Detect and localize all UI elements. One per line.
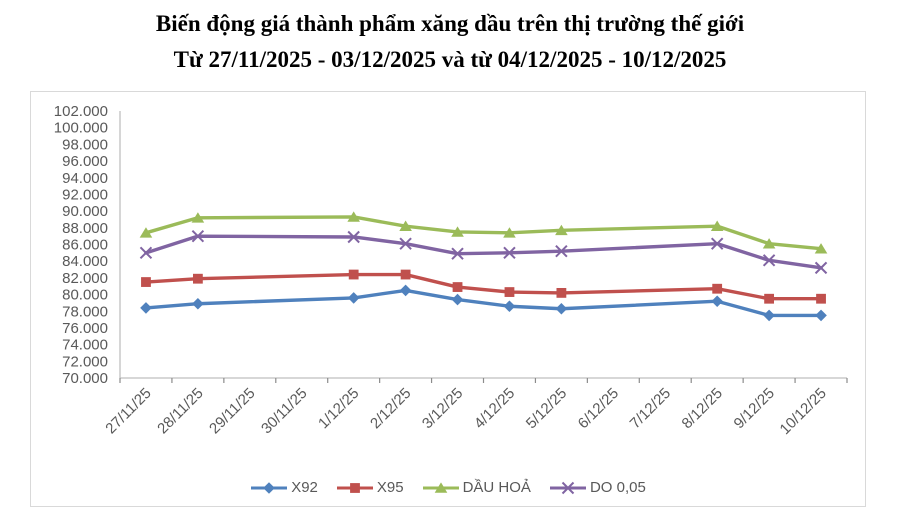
data-point-marker-x92	[399, 284, 412, 297]
data-point-marker-legend-d-u-ho-	[434, 481, 447, 493]
chart-container: 102.000 100.000 98.000 96.000 94.000 92.000 90…	[30, 91, 866, 507]
legend-marker-x92	[251, 481, 288, 494]
x-axis-tick-label: 7/12/25	[627, 385, 674, 432]
y-axis-tick-label: 82.000	[62, 270, 108, 287]
x-axis-tick-label: 8/12/25	[679, 385, 726, 432]
data-point-marker-do-0-05	[503, 246, 516, 260]
data-point-marker-x92	[555, 302, 568, 315]
data-point-marker-x95	[141, 277, 151, 287]
x-axis-tick-label: 30/11/25	[258, 385, 311, 438]
data-point-marker-x95	[400, 269, 411, 280]
data-point-marker-do-0-05	[762, 254, 776, 267]
data-point-marker-d-u-ho-	[503, 227, 516, 238]
y-axis-tick-label: 78.000	[62, 303, 108, 320]
y-axis-tick-label: 74.000	[62, 337, 108, 354]
legend-item-x92: X92	[250, 479, 318, 496]
data-point-marker-x92	[192, 297, 204, 310]
data-point-marker-legend-x95	[349, 482, 360, 493]
data-point-marker-do-0-05	[710, 237, 724, 250]
y-axis-tick-label: 80.000	[62, 287, 108, 304]
data-point-marker-x95	[452, 282, 463, 292]
data-point-marker-d-u-ho-	[710, 220, 724, 231]
x-axis-tick-label: 3/12/25	[419, 385, 466, 432]
legend-marker-do-0-05	[549, 481, 586, 494]
data-point-marker-do-0-05	[139, 246, 153, 260]
x-axis-tick-label: 2/12/25	[367, 385, 414, 432]
data-point-marker-d-u-ho-	[762, 238, 776, 249]
data-point-marker-x92	[503, 300, 516, 313]
x-axis-tick-label: 5/12/25	[523, 385, 570, 432]
data-point-marker-x95	[348, 269, 359, 280]
data-point-marker-d-u-ho-	[191, 212, 205, 223]
y-axis-tick-label: 94.000	[62, 170, 108, 187]
data-point-marker-d-u-ho-	[347, 211, 360, 222]
y-axis-tick-label: 70.000	[62, 370, 108, 387]
y-axis-tick-label: 76.000	[62, 320, 108, 337]
data-point-marker-d-u-ho-	[555, 224, 568, 236]
data-point-marker-x95	[504, 287, 515, 297]
legend-marker-d-u-ho-	[422, 481, 459, 493]
data-point-marker-do-0-05	[347, 230, 360, 244]
x-axis-tick-label: 29/11/25	[206, 385, 259, 438]
data-point-marker-x92	[815, 309, 827, 322]
data-point-marker-x95	[764, 293, 775, 304]
legend-item-do-0-05: DO 0,05	[549, 479, 646, 496]
chart-legend: X92 X95 DẦU HOẢ DO 0,05	[31, 479, 865, 496]
legend-label-do-0-05: DO 0,05	[589, 479, 646, 496]
x-axis-tick-label: 27/11/25	[102, 385, 155, 438]
data-point-marker-x95	[556, 287, 567, 298]
y-axis-tick-label: 90.000	[62, 203, 108, 220]
y-axis-tick-label: 88.000	[62, 220, 108, 237]
legend-label-x95: X95	[376, 479, 404, 496]
data-point-marker-do-0-05	[399, 237, 412, 250]
data-point-marker-legend-x92	[263, 481, 275, 494]
data-point-marker-legend-do-0-05	[561, 481, 575, 494]
y-axis-tick-label: 84.000	[62, 253, 108, 270]
x-axis-tick-label: 1/12/25	[315, 385, 362, 432]
legend-item-d-u-ho-: DẦU HOẢ	[422, 479, 531, 496]
series-line-x95	[144, 272, 823, 301]
data-point-marker-d-u-ho-	[139, 227, 153, 238]
chart-title-block: Biến động giá thành phẩm xăng dầu trên t…	[0, 6, 900, 78]
y-axis-tick-label: 100.000	[54, 120, 108, 137]
data-point-marker-x92	[140, 302, 152, 314]
data-point-marker-x92	[347, 292, 360, 304]
chart-title-line2: Từ 27/11/2025 - 03/12/2025 và từ 04/12/2…	[173, 47, 727, 72]
data-point-marker-x92	[711, 295, 723, 308]
y-axis-tick-label: 98.000	[62, 136, 108, 153]
data-point-marker-d-u-ho-	[451, 226, 464, 237]
x-axis-tick-label: 4/12/25	[471, 385, 518, 432]
legend-item-x95: X95	[336, 479, 404, 496]
chart-title-line1: Biến động giá thành phẩm xăng dầu trên t…	[155, 11, 745, 36]
x-axis-tick-label: 28/11/25	[154, 385, 207, 438]
data-point-marker-do-0-05	[814, 261, 828, 275]
data-point-marker-d-u-ho-	[399, 220, 412, 231]
series-line-do-0-05	[144, 234, 823, 270]
legend-label-x92: X92	[291, 479, 318, 496]
data-point-marker-do-0-05	[191, 229, 205, 243]
line-chart-plot: 102.000100.00098.00096.00094.00092.00090…	[54, 103, 848, 438]
data-point-marker-x95	[816, 293, 826, 304]
data-point-marker-x92	[763, 309, 775, 322]
data-point-marker-x95	[192, 273, 203, 284]
data-point-marker-do-0-05	[555, 244, 568, 258]
data-point-marker-d-u-ho-	[814, 243, 828, 254]
y-axis-tick-label: 72.000	[62, 353, 108, 370]
x-axis-tick-label: 9/12/25	[731, 385, 778, 432]
series-line-x92	[144, 288, 823, 318]
y-axis-tick-label: 86.000	[62, 237, 108, 254]
legend-label-d-u-ho-: DẦU HOẢ	[462, 479, 531, 496]
series-line-d-u-ho-	[144, 215, 823, 251]
y-axis-tick-label: 102.000	[54, 103, 108, 120]
x-axis-tick-label: 6/12/25	[575, 385, 622, 432]
x-axis-tick-label: 10/12/25	[777, 385, 830, 438]
data-point-marker-x95	[712, 283, 723, 294]
y-axis-tick-label: 96.000	[62, 153, 108, 170]
legend-marker-x95	[336, 482, 373, 493]
data-point-marker-x92	[451, 293, 464, 306]
y-axis-tick-label: 92.000	[62, 186, 108, 203]
data-point-marker-do-0-05	[451, 247, 464, 260]
